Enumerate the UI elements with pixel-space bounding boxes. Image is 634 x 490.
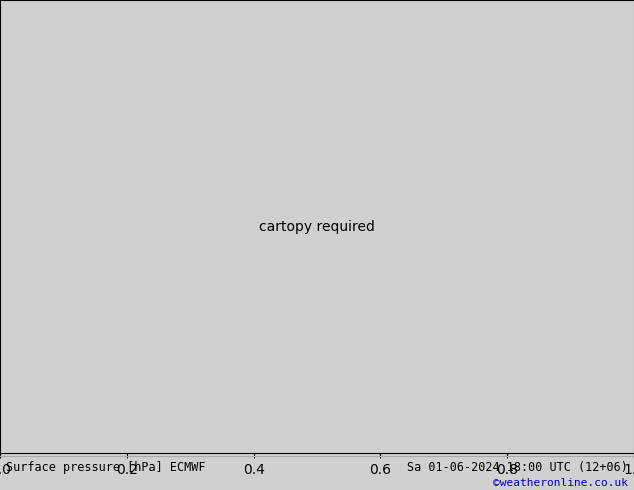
Text: Sa 01-06-2024 18:00 UTC (12+06): Sa 01-06-2024 18:00 UTC (12+06) [407,462,628,474]
Text: cartopy required: cartopy required [259,220,375,234]
Text: Surface pressure [hPa] ECMWF: Surface pressure [hPa] ECMWF [6,462,206,474]
Text: ©weatheronline.co.uk: ©weatheronline.co.uk [493,478,628,489]
